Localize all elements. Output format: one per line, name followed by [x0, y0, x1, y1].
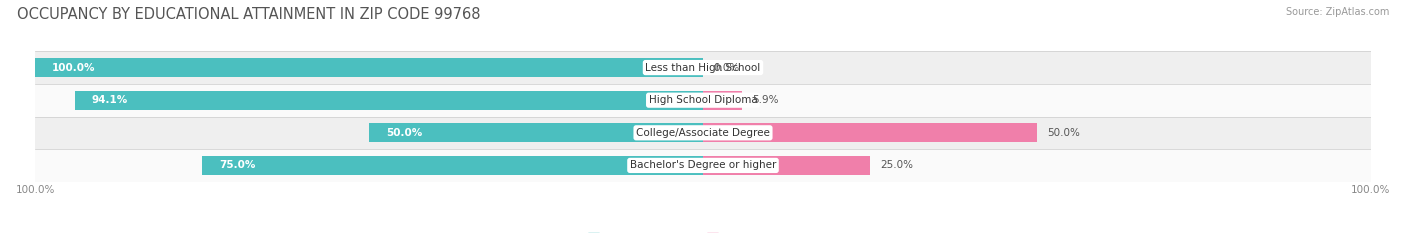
- Text: College/Associate Degree: College/Associate Degree: [636, 128, 770, 138]
- Bar: [703, 91, 742, 110]
- Text: 50.0%: 50.0%: [1047, 128, 1080, 138]
- Text: OCCUPANCY BY EDUCATIONAL ATTAINMENT IN ZIP CODE 99768: OCCUPANCY BY EDUCATIONAL ATTAINMENT IN Z…: [17, 7, 481, 22]
- Text: Less than High School: Less than High School: [645, 63, 761, 72]
- Bar: [703, 156, 870, 175]
- Bar: [703, 123, 1036, 142]
- Bar: [202, 156, 703, 175]
- Bar: [35, 51, 1371, 84]
- Text: High School Diploma: High School Diploma: [648, 95, 758, 105]
- Bar: [368, 123, 703, 142]
- Text: 0.0%: 0.0%: [713, 63, 740, 72]
- Text: 50.0%: 50.0%: [385, 128, 422, 138]
- Bar: [35, 84, 1371, 116]
- Text: 94.1%: 94.1%: [91, 95, 128, 105]
- Text: 100.0%: 100.0%: [52, 63, 96, 72]
- Text: Source: ZipAtlas.com: Source: ZipAtlas.com: [1285, 7, 1389, 17]
- Text: Bachelor's Degree or higher: Bachelor's Degree or higher: [630, 161, 776, 170]
- Text: 75.0%: 75.0%: [219, 161, 254, 170]
- Legend: Owner-occupied, Renter-occupied: Owner-occupied, Renter-occupied: [583, 229, 823, 233]
- Bar: [35, 116, 1371, 149]
- Bar: [35, 58, 703, 77]
- Bar: [35, 149, 1371, 182]
- Bar: [75, 91, 703, 110]
- Text: 25.0%: 25.0%: [880, 161, 912, 170]
- Text: 5.9%: 5.9%: [752, 95, 779, 105]
